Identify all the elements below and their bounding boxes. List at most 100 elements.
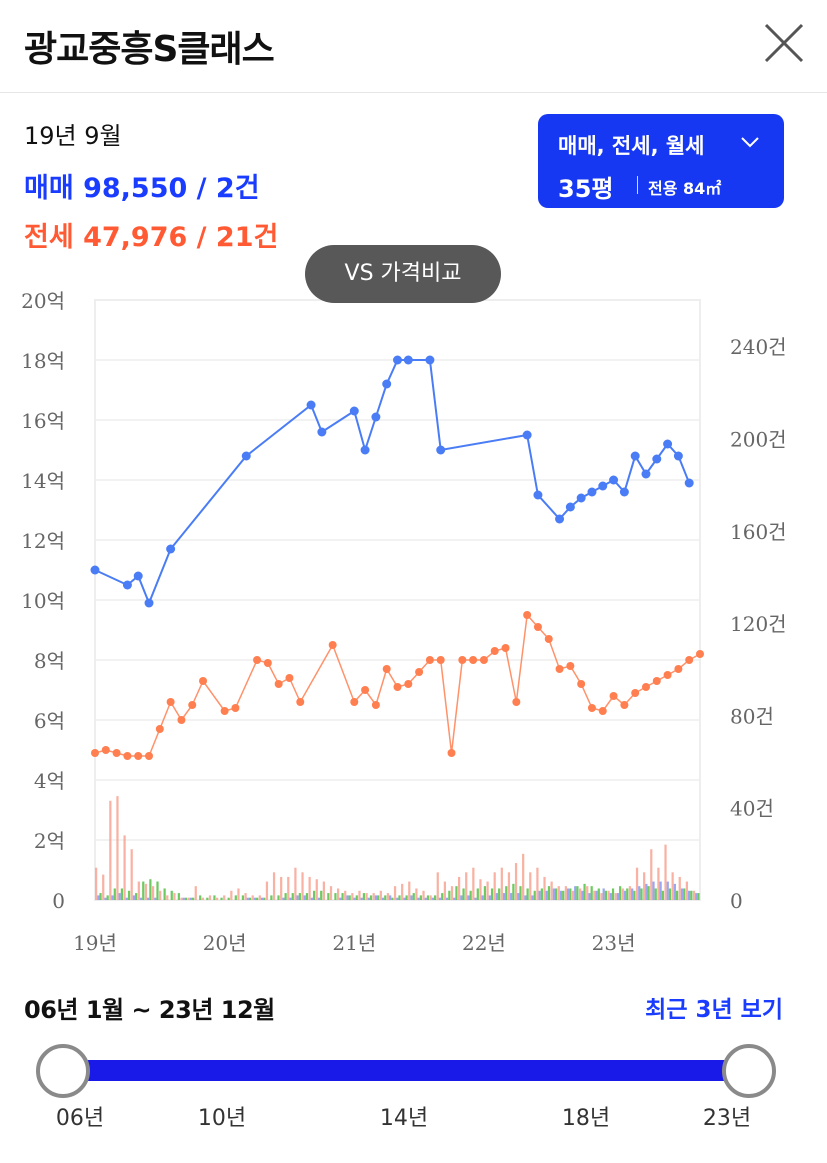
y-left-tick-label: 12억	[21, 529, 65, 553]
filter-button[interactable]: 매매, 전세, 월세 35평 전용 84㎡	[538, 114, 784, 208]
bar-monthly-count	[476, 888, 479, 900]
bar-jeonse-count	[130, 849, 133, 900]
y-left-tick-label: 10억	[21, 589, 65, 613]
range-tick-label: 10년	[197, 1106, 247, 1131]
bar-monthly-count	[206, 897, 209, 900]
range-tick-label: 06년	[55, 1106, 105, 1131]
range-track[interactable]	[62, 1060, 750, 1081]
bar-sale-count	[652, 881, 655, 900]
bar-monthly-count	[505, 886, 508, 900]
bar-sale-count	[695, 893, 698, 900]
bar-monthly-count	[213, 895, 216, 900]
sale-series-point	[144, 598, 154, 608]
bar-monthly-count	[256, 897, 259, 900]
bar-jeonse-count	[650, 849, 653, 900]
bar-monthly-count	[248, 897, 252, 900]
bar-monthly-count	[334, 893, 337, 900]
bar-sale-count	[445, 897, 449, 900]
close-button[interactable]	[763, 22, 805, 64]
jeonse-series-point	[555, 665, 564, 673]
bar-monthly-count	[519, 886, 522, 900]
bar-monthly-count	[263, 897, 266, 900]
bar-jeonse-count	[507, 872, 511, 900]
jeonse-series-point	[469, 656, 478, 664]
bar-jeonse-count	[536, 867, 539, 900]
filter-size: 35평	[558, 175, 614, 203]
sale-series-point	[166, 544, 176, 554]
bar-monthly-count	[426, 895, 430, 900]
bar-jeonse-count	[308, 876, 311, 900]
bar-monthly-count	[241, 895, 245, 900]
bar-jeonse-count	[280, 876, 283, 900]
bar-sale-count	[253, 897, 257, 900]
y-right-tick-label: 200건	[730, 427, 787, 451]
jeonse-series-point	[296, 698, 305, 706]
bar-sale-count	[552, 888, 555, 900]
jeonse-series-point	[199, 677, 208, 685]
jeonse-series-point	[382, 665, 391, 673]
jeonse-summary: 전세 47,976 / 21건	[24, 222, 279, 253]
bar-jeonse-count	[244, 893, 247, 900]
bar-sale-count	[453, 897, 456, 900]
range-label: 06년 1월 ~ 23년 12월	[24, 996, 275, 1024]
bar-monthly-count	[348, 895, 351, 900]
bar-monthly-count	[619, 886, 622, 900]
bar-sale-count	[147, 897, 150, 900]
bar-monthly-count	[640, 888, 643, 900]
bar-sale-count	[339, 897, 342, 900]
bar-sale-count	[531, 895, 534, 900]
bar-sale-count	[517, 893, 520, 900]
bar-sale-count	[566, 888, 570, 900]
bar-monthly-count	[270, 895, 273, 900]
bar-monthly-count	[433, 895, 437, 900]
bar-sale-count	[360, 897, 363, 900]
jeonse-series-point	[458, 656, 467, 664]
bar-sale-count	[125, 897, 128, 900]
sale-series-point	[619, 487, 629, 497]
jeonse-series-point	[91, 749, 99, 757]
bar-jeonse-count	[614, 893, 617, 900]
filter-types: 매매, 전세, 월세	[558, 134, 705, 158]
jeonse-series-point	[598, 707, 607, 715]
range-handle-start[interactable]	[36, 1044, 90, 1098]
bar-monthly-count	[462, 888, 465, 900]
sale-series-point	[522, 430, 532, 440]
bar-monthly-count	[341, 893, 344, 900]
vs-compare-button[interactable]: VS 가격비교	[305, 245, 501, 303]
bar-jeonse-count	[643, 872, 646, 900]
bar-jeonse-count	[401, 883, 404, 900]
bar-monthly-count	[184, 897, 188, 900]
sale-series-point	[533, 490, 543, 500]
bar-jeonse-count	[358, 890, 361, 900]
bar-jeonse-count	[230, 890, 233, 900]
bar-sale-count	[673, 883, 676, 900]
bar-sale-count	[367, 897, 370, 900]
bar-monthly-count	[355, 895, 358, 900]
bar-jeonse-count	[301, 872, 304, 900]
bar-jeonse-count	[137, 881, 140, 900]
bar-jeonse-count	[408, 881, 411, 900]
jeonse-series-point	[587, 704, 596, 712]
sale-series-point	[684, 478, 694, 488]
range-handle-end[interactable]	[722, 1044, 776, 1098]
bar-sale-count	[396, 897, 399, 900]
bar-monthly-count	[156, 881, 159, 900]
x-tick-label: 20년	[203, 931, 247, 955]
jeonse-series-point	[220, 707, 229, 715]
bar-monthly-count	[675, 890, 679, 900]
y-right-tick-label: 120건	[730, 612, 787, 636]
bar-monthly-count	[654, 888, 657, 900]
jeonse-series-point	[425, 656, 434, 664]
bar-sale-count	[189, 897, 192, 900]
bar-monthly-count	[455, 886, 458, 900]
bar-sale-count	[97, 895, 100, 900]
range-tick-label: 14년	[379, 1106, 429, 1131]
bar-sale-count	[282, 897, 285, 900]
recent-3-years-link[interactable]: 최근 3년 보기	[645, 997, 783, 1023]
bar-monthly-count	[562, 890, 565, 900]
jeonse-series-point	[361, 686, 370, 694]
y-right-tick-label: 40건	[730, 797, 774, 821]
bar-monthly-count	[127, 890, 131, 900]
chart-grid	[94, 299, 701, 901]
bar-jeonse-count	[628, 886, 632, 900]
